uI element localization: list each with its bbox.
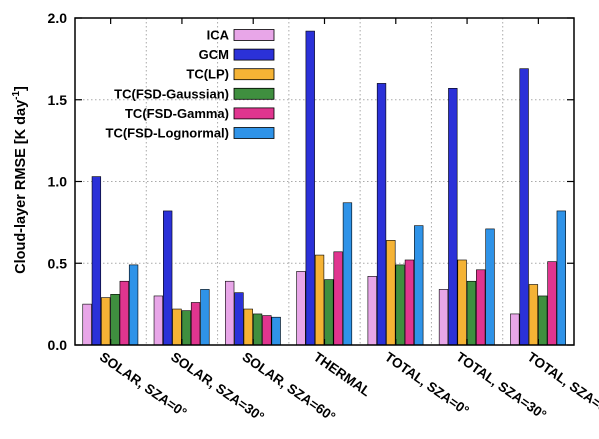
bar: [386, 240, 396, 346]
y-tick-label: 2.0: [48, 10, 68, 26]
bar: [243, 308, 253, 346]
bar: [457, 259, 467, 346]
bar: [110, 294, 120, 346]
bar: [91, 176, 102, 346]
y-axis-title: Cloud-layer RMSE [K day-1]: [11, 86, 29, 274]
legend-label: ICA: [207, 28, 230, 43]
bar: [528, 284, 539, 346]
bar: [82, 303, 92, 346]
y-tick-label: 0.0: [48, 337, 68, 353]
bar: [538, 295, 548, 346]
bar: [404, 259, 415, 346]
bar: [163, 210, 173, 346]
bar: [305, 30, 315, 346]
bar: [262, 315, 272, 346]
bar: [234, 292, 244, 346]
legend-swatch: [233, 127, 275, 139]
bar: [181, 310, 191, 346]
bar: [153, 295, 164, 346]
bar: [314, 254, 325, 346]
y-tick-label: 0.5: [48, 255, 68, 271]
axis-ticks: SOLAR, SZA=0°SOLAR, SZA=30°SOLAR, SZA=60…: [48, 10, 599, 425]
bar: [296, 271, 306, 346]
legend-swatch: [233, 107, 275, 120]
bars: [82, 30, 566, 346]
bar: [414, 225, 424, 346]
bar: [547, 261, 557, 346]
y-tick-label: 1.5: [48, 92, 68, 108]
bar: [376, 83, 387, 346]
bar: [225, 280, 235, 346]
bar: [395, 264, 405, 346]
legend-label: TC(FSD-Gaussian): [114, 86, 229, 101]
bar: [485, 228, 495, 346]
bar: [519, 68, 529, 346]
bar: [190, 302, 201, 346]
bar: [342, 202, 353, 346]
x-tick-label: THERMAL: [311, 349, 374, 399]
bar: [556, 210, 566, 346]
grid-lines: [75, 18, 574, 345]
bar: [510, 313, 520, 346]
bar: [476, 269, 486, 346]
bar: [367, 276, 377, 346]
y-tick-label: 1.0: [48, 174, 68, 190]
legend-swatch: [233, 68, 275, 81]
bar: [466, 280, 477, 346]
legend-swatch: [233, 48, 275, 61]
legend-swatch: [233, 29, 275, 41]
legend-label: TC(FSD-Lognormal): [106, 126, 229, 141]
bar: [128, 264, 139, 346]
bar: [119, 280, 129, 346]
bar: [438, 289, 449, 346]
bar: [333, 251, 343, 346]
bar: [172, 308, 182, 346]
bar: [200, 289, 210, 346]
legend-label: TC(LP): [186, 67, 229, 82]
bar: [252, 313, 263, 346]
bar: [448, 88, 458, 346]
legend-swatch: [233, 87, 275, 100]
legend: ICA GCM TC(LP) TC(FSD-Gaussian) TC(FSD-Gamma…: [106, 28, 275, 141]
legend-label: GCM: [199, 47, 229, 62]
legend-label: TC(FSD-Gamma): [125, 106, 229, 121]
bar: [271, 316, 281, 346]
bar: [101, 297, 111, 346]
bar: [324, 279, 334, 346]
